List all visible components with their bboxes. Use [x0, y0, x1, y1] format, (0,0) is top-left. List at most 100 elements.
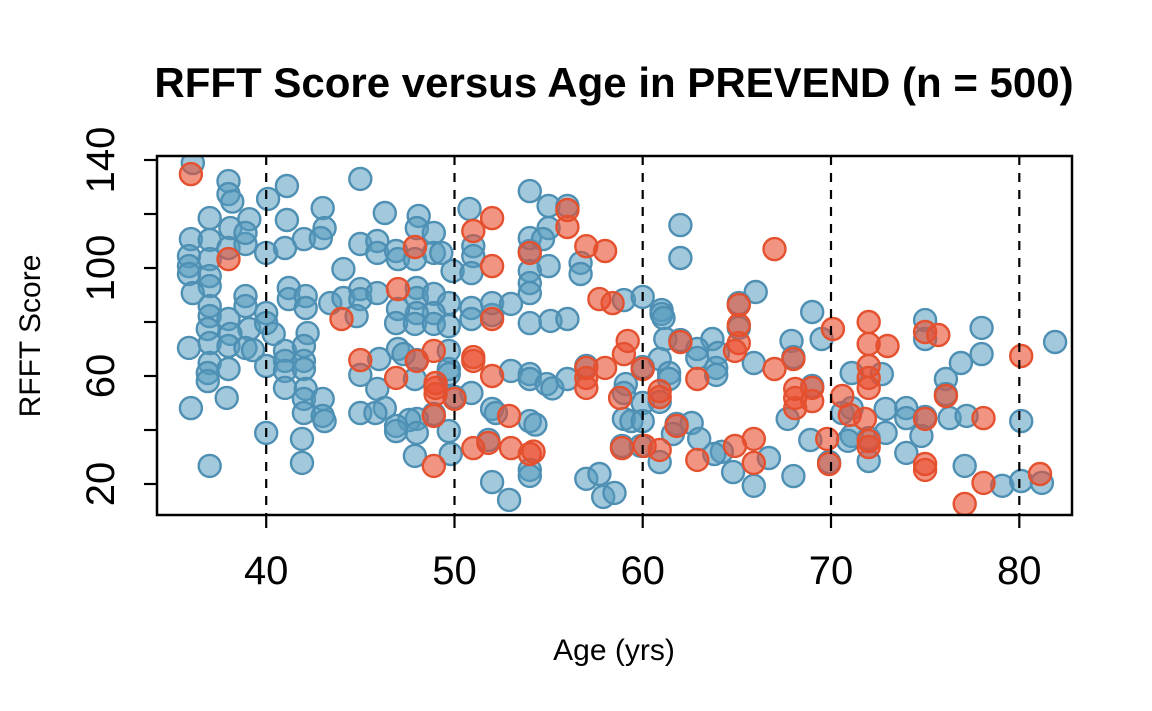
data-point	[555, 214, 580, 240]
data-point	[289, 450, 315, 476]
data-point	[894, 440, 919, 466]
data-point	[820, 316, 846, 342]
data-point	[312, 408, 337, 434]
data-point	[568, 261, 593, 287]
data-point	[261, 321, 286, 347]
data-point	[969, 341, 994, 367]
data-point	[310, 195, 335, 221]
data-point	[365, 280, 390, 306]
y-tick-label-20: 20	[79, 462, 123, 507]
data-point	[176, 335, 202, 361]
data-point	[517, 280, 542, 306]
data-points-layer	[176, 156, 1068, 515]
data-point	[952, 491, 977, 515]
data-point	[220, 189, 245, 214]
data-point	[180, 280, 206, 306]
data-point	[436, 313, 461, 339]
x-tick-label-80: 80	[997, 549, 1042, 593]
data-point	[459, 306, 484, 332]
data-point	[308, 225, 333, 251]
data-point	[385, 276, 411, 302]
data-point	[592, 238, 618, 264]
data-point	[402, 443, 428, 469]
data-point	[421, 453, 446, 479]
data-point	[875, 333, 900, 359]
data-point	[421, 220, 446, 246]
data-point	[255, 186, 281, 212]
data-point	[233, 220, 258, 246]
data-point	[555, 306, 580, 332]
data-point	[800, 299, 825, 325]
data-point	[816, 451, 842, 477]
data-point	[496, 403, 522, 429]
data-point	[233, 293, 258, 319]
data-point	[574, 375, 599, 401]
data-point	[421, 338, 446, 364]
y-tick-label-100: 100	[79, 235, 123, 302]
data-point	[651, 305, 676, 331]
data-point	[971, 470, 996, 496]
data-point	[496, 487, 522, 513]
data-point	[926, 322, 951, 348]
vertical-gridlines	[265, 156, 1021, 515]
data-point	[1027, 461, 1053, 487]
data-point	[197, 453, 222, 479]
data-point	[607, 385, 633, 411]
data-point	[274, 173, 300, 199]
data-point	[726, 292, 751, 318]
data-point	[517, 463, 542, 489]
data-point	[178, 395, 204, 421]
data-point	[348, 166, 373, 192]
x-tick-label-60: 60	[620, 549, 665, 593]
data-point	[600, 290, 625, 316]
data-point	[479, 306, 505, 332]
data-point	[402, 234, 428, 260]
data-point	[647, 437, 672, 463]
data-point	[971, 405, 996, 431]
data-point	[741, 473, 766, 498]
data-point	[363, 400, 388, 426]
data-point	[240, 337, 266, 363]
x-tick-label-70: 70	[809, 549, 854, 593]
data-point	[348, 347, 373, 373]
data-point	[331, 256, 356, 282]
x-tick-label-40: 40	[244, 549, 289, 593]
data-point	[197, 205, 222, 231]
data-point	[685, 447, 710, 473]
y-tick-label-140: 140	[79, 127, 123, 194]
x-tick-label-50: 50	[432, 549, 477, 593]
data-point	[517, 240, 542, 266]
data-point	[521, 439, 546, 464]
data-point	[741, 426, 766, 452]
data-point	[438, 441, 463, 467]
data-point	[741, 450, 766, 476]
plot-box	[155, 154, 1074, 517]
data-point	[762, 236, 787, 262]
data-point	[291, 356, 317, 382]
data-point	[722, 338, 748, 364]
data-point	[517, 178, 542, 204]
data-point	[272, 375, 298, 401]
data-point	[948, 350, 974, 376]
data-point	[461, 435, 486, 461]
series-red-points	[178, 161, 1053, 515]
x-axis: 40 50 60 70 80	[244, 515, 1042, 593]
data-point	[856, 375, 881, 401]
data-point	[668, 212, 693, 238]
data-point	[498, 291, 524, 317]
data-point	[1009, 408, 1034, 434]
data-point	[429, 240, 454, 266]
data-point	[852, 406, 878, 432]
y-axis: 20 60 100 140	[79, 127, 157, 507]
data-point	[969, 315, 994, 341]
data-point	[743, 279, 768, 305]
data-point	[587, 461, 612, 487]
data-point	[762, 356, 787, 382]
data-point	[611, 341, 637, 367]
y-axis-label: RFFT Score	[14, 255, 47, 418]
data-point	[647, 384, 672, 410]
data-point	[781, 346, 806, 372]
data-point	[372, 200, 397, 226]
